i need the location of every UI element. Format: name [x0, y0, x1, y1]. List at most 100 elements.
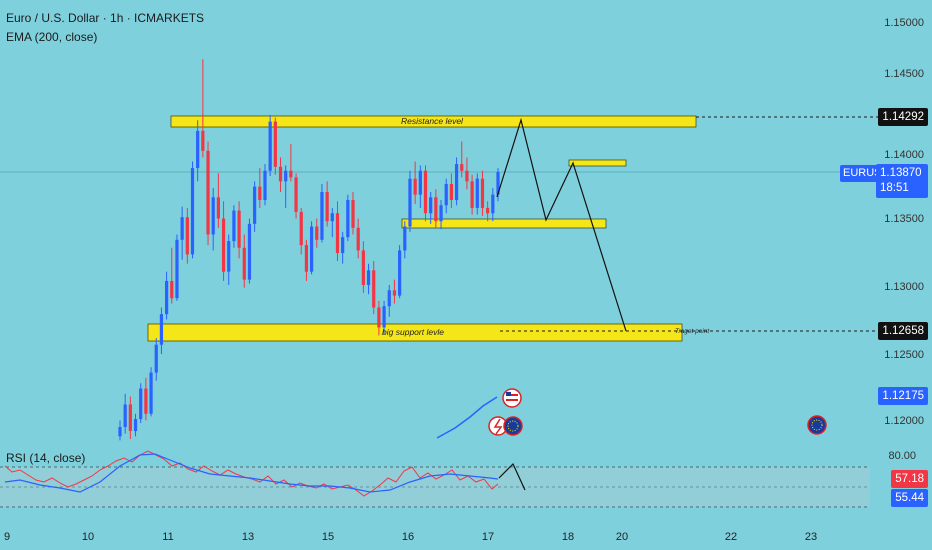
candle-body — [133, 419, 138, 432]
candle-body — [309, 226, 314, 272]
time-tick: 13 — [242, 531, 254, 543]
candle-body — [170, 280, 174, 299]
candle-body — [491, 194, 495, 214]
candle-body — [149, 372, 153, 414]
candle-body — [237, 210, 241, 248]
price-tick: 1.13500 — [884, 213, 924, 225]
candle-body — [475, 178, 479, 208]
bar-countdown: 18:51 — [880, 182, 909, 194]
projection-path — [496, 117, 627, 332]
mid-zone[interactable] — [401, 218, 607, 229]
current-price-tag: 1.13870 18:51 — [876, 164, 928, 198]
chart-title: Euro / U.S. Dollar · 1h · ICMARKETS — [6, 11, 205, 25]
candle-body — [284, 170, 288, 182]
candle-body — [221, 218, 226, 272]
candle-body — [496, 172, 500, 195]
candle-body — [341, 237, 345, 254]
candle-body — [211, 197, 215, 235]
candle-body — [366, 270, 371, 285]
eu-flag-icon-future[interactable] — [807, 415, 827, 435]
candle-body — [434, 197, 438, 222]
candle-body — [465, 170, 469, 182]
candle-body — [423, 170, 428, 214]
rsi-ma-line — [4, 453, 499, 493]
eu-flag-icon[interactable] — [503, 416, 523, 436]
candle-body — [486, 207, 490, 214]
candle-body — [201, 130, 205, 151]
candle-body — [361, 250, 365, 285]
candle-body — [273, 121, 277, 167]
candle-body — [304, 245, 309, 272]
candle-body — [242, 247, 246, 280]
ema-indicator-label: EMA (200, close) — [6, 30, 98, 44]
candle-body — [289, 170, 293, 178]
candle-body — [206, 150, 210, 235]
candle-body — [372, 270, 376, 308]
candle-body — [351, 199, 355, 228]
rsi-line — [4, 450, 499, 497]
ema-line — [436, 396, 498, 439]
resistance-zone[interactable] — [170, 115, 697, 128]
candle-body — [139, 388, 143, 420]
support-price-tag: 1.12658 — [878, 322, 928, 340]
candle-body — [382, 306, 386, 328]
time-tick: 22 — [725, 531, 737, 543]
support-label: big support levle — [382, 327, 444, 337]
current-price: 1.13870 — [880, 167, 922, 179]
candle-body — [258, 186, 262, 200]
candle-body — [392, 290, 397, 296]
candle-body — [268, 121, 272, 171]
candle-body — [377, 307, 381, 328]
us-flag-icon[interactable] — [502, 388, 522, 408]
resistance-price-tag: 1.14292 — [878, 108, 928, 126]
time-tick: 9 — [4, 531, 10, 543]
candle-body — [335, 213, 340, 254]
time-tick: 17 — [482, 531, 494, 543]
upper-target-zone[interactable] — [568, 159, 627, 167]
time-tick: 18 — [562, 531, 574, 543]
time-tick: 20 — [616, 531, 628, 543]
candle-body — [315, 226, 319, 240]
candle-body — [299, 211, 303, 246]
candle-body — [408, 178, 412, 227]
candle-body — [294, 177, 298, 212]
rsi-projection-path — [498, 462, 526, 491]
rsi-value-tag: 57.18 — [891, 470, 928, 488]
candle-body — [190, 168, 195, 255]
price-tick: 1.14500 — [884, 68, 924, 80]
candle-body — [144, 388, 148, 414]
candle-body — [320, 191, 324, 240]
support-zone[interactable] — [147, 323, 683, 342]
candle-body — [164, 280, 169, 315]
resistance-label: Resistance level — [401, 116, 464, 126]
candle-body — [325, 191, 329, 222]
candle-body — [429, 197, 433, 214]
time-tick: 23 — [805, 531, 817, 543]
candle-body — [480, 178, 485, 208]
ema-price-tag: 1.12175 — [878, 387, 928, 405]
candle-body — [247, 223, 252, 280]
candle-body — [263, 170, 267, 200]
price-tick: 1.12500 — [884, 349, 924, 361]
candle-body — [227, 241, 231, 272]
rsi-indicator-label: RSI (14, close) — [6, 451, 86, 465]
candle-body — [418, 170, 422, 195]
candle-body — [387, 290, 391, 307]
price-tick: 1.13000 — [884, 281, 924, 293]
candle-body — [128, 404, 132, 432]
candle-body — [413, 178, 417, 195]
candle-body — [449, 184, 454, 200]
candle-body — [118, 427, 122, 437]
price-tick: 1.14000 — [884, 149, 924, 161]
candle-body — [398, 250, 402, 296]
candle-body — [470, 181, 474, 208]
candle-body — [154, 344, 158, 373]
rsi-ma-value-tag: 55.44 — [891, 489, 928, 507]
candle-body — [216, 197, 220, 219]
price-tick: 1.12000 — [884, 415, 924, 427]
candle-body — [123, 404, 127, 428]
candle-body — [454, 164, 459, 200]
time-tick: 16 — [402, 531, 414, 543]
